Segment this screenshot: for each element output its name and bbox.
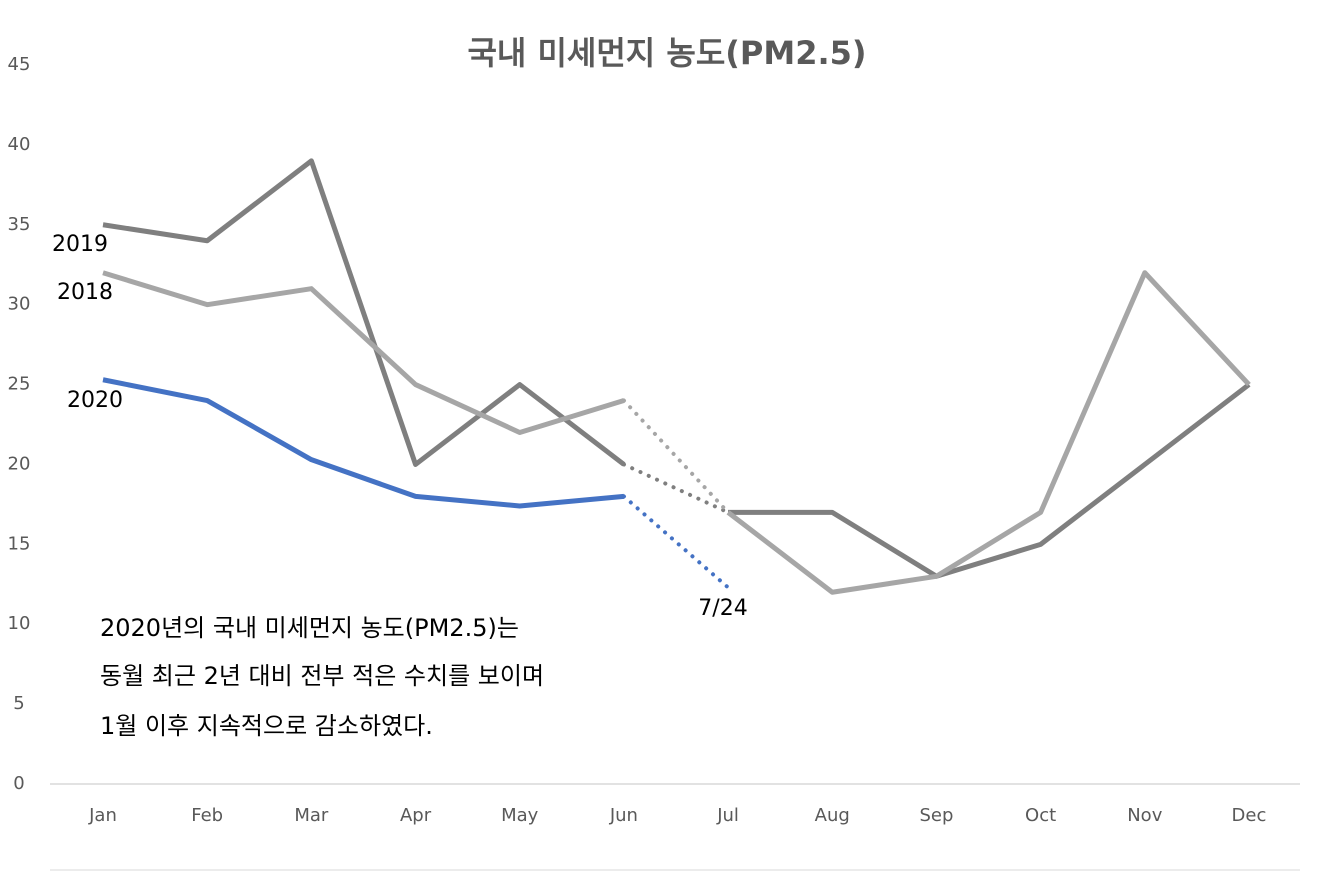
series-label: 2019 xyxy=(52,232,108,257)
series-line xyxy=(102,270,1251,595)
series-line xyxy=(102,158,1251,579)
x-tick-label: Jul xyxy=(716,805,739,826)
y-tick-label: 10 xyxy=(8,613,31,634)
annotation: 7/24 xyxy=(698,596,747,621)
y-tick-label: 45 xyxy=(8,54,31,75)
x-tick-label: May xyxy=(501,805,539,826)
y-tick-label: 30 xyxy=(8,294,31,315)
x-tick-label: Dec xyxy=(1232,805,1267,826)
x-tick-label: Oct xyxy=(1025,805,1056,826)
series-line xyxy=(103,380,728,588)
x-tick-label: Sep xyxy=(919,805,953,826)
x-tick-label: Nov xyxy=(1127,805,1162,826)
chart-title: 국내 미세먼지 농도(PM2.5) xyxy=(467,34,866,72)
y-tick-label: 15 xyxy=(8,533,31,554)
series-label: 2018 xyxy=(57,280,113,305)
x-tick-label: Jun xyxy=(609,805,638,826)
projection-line xyxy=(621,494,731,590)
x-tick-label: Apr xyxy=(400,805,432,826)
x-tick-label: Jan xyxy=(88,805,117,826)
y-tick-label: 35 xyxy=(8,214,31,235)
projection-line xyxy=(621,462,731,515)
annotation: 1월 이후 지속적으로 감소하였다. xyxy=(100,712,433,740)
y-tick-label: 20 xyxy=(8,453,31,474)
x-tick-label: Aug xyxy=(815,805,850,826)
annotation: 2020년의 국내 미세먼지 농도(PM2.5)는 xyxy=(100,614,519,642)
x-tick-label: Feb xyxy=(191,805,223,826)
annotation: 동월 최근 2년 대비 전부 적은 수치를 보이며 xyxy=(100,662,544,690)
series-label: 2020 xyxy=(67,388,123,413)
x-tick-label: Mar xyxy=(294,805,329,826)
y-tick-label: 40 xyxy=(8,134,31,155)
projection-line xyxy=(621,398,731,515)
y-tick-label: 0 xyxy=(13,773,24,794)
y-tick-label: 25 xyxy=(8,374,31,395)
y-tick-label: 5 xyxy=(13,693,24,714)
